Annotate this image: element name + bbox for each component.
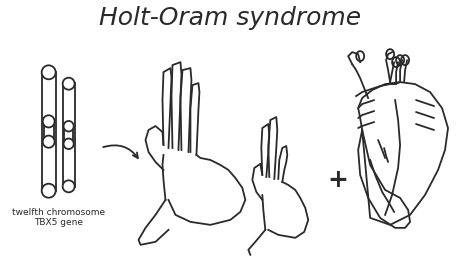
- Ellipse shape: [41, 184, 56, 198]
- Ellipse shape: [64, 121, 74, 132]
- Ellipse shape: [43, 115, 54, 127]
- FancyArrowPatch shape: [103, 145, 138, 158]
- Ellipse shape: [63, 180, 75, 192]
- Ellipse shape: [43, 136, 54, 148]
- Ellipse shape: [64, 139, 74, 149]
- Ellipse shape: [63, 78, 75, 90]
- Text: TBX5 gene: TBX5 gene: [34, 218, 83, 227]
- Text: Holt-Oram syndrome: Holt-Oram syndrome: [99, 6, 361, 30]
- Text: +: +: [328, 168, 349, 192]
- Text: twelfth chromosome: twelfth chromosome: [12, 208, 105, 217]
- Ellipse shape: [41, 65, 56, 79]
